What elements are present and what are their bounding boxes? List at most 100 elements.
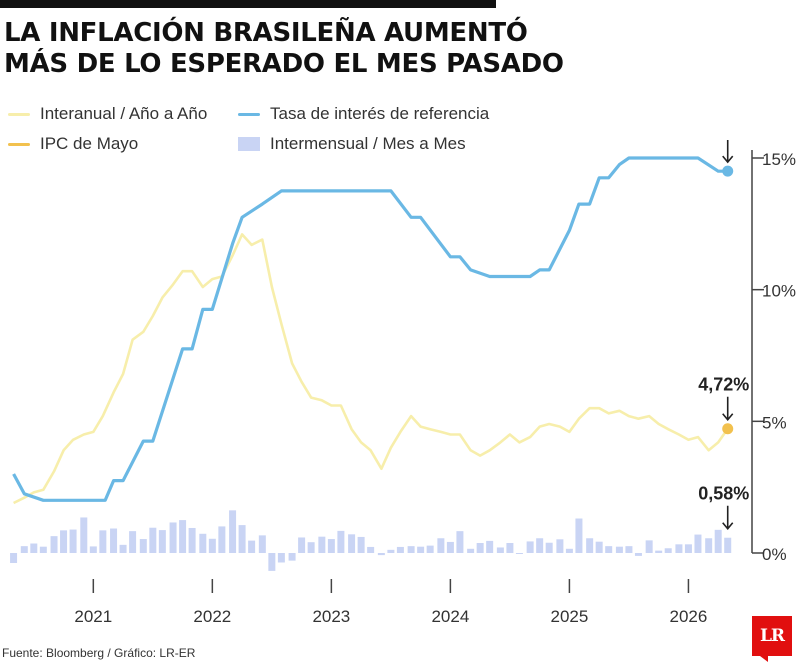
- bar-mom-34: [348, 534, 356, 553]
- bar-mom-60: [605, 546, 613, 553]
- bar-mom-72: [724, 537, 732, 553]
- bar-mom-56: [565, 548, 573, 553]
- legend-label-interanual: Interanual / Año a Año: [40, 104, 208, 123]
- bar-mom-13: [139, 539, 147, 553]
- bar-mom-4: [50, 536, 58, 553]
- chart-plot: 0%5%10%15%20212022202320242025202614,5%4…: [10, 140, 796, 626]
- bar-mom-47: [476, 542, 484, 553]
- bar-mom-50: [506, 542, 514, 553]
- bar-mom-61: [615, 546, 623, 553]
- bar-mom-49: [496, 547, 504, 553]
- marker-tasa: [722, 165, 734, 177]
- bar-mom-25: [258, 535, 266, 553]
- bar-mom-35: [357, 536, 365, 553]
- bar-mom-31: [318, 536, 326, 553]
- line-tasa: [12, 156, 728, 502]
- bar-mom-14: [149, 527, 157, 553]
- bar-mom-24: [248, 540, 256, 553]
- source-note: Fuente: Bloomberg / Gráfico: LR-ER: [2, 646, 196, 660]
- bar-mom-8: [89, 546, 97, 553]
- bar-mom-67: [675, 544, 683, 553]
- bar-mom-39: [396, 546, 404, 553]
- legend-label-intermensual: Intermensual / Mes a Mes: [270, 134, 466, 153]
- bar-mom-30: [307, 542, 315, 553]
- bar-mom-58: [586, 538, 594, 553]
- bar-mom-5: [60, 530, 68, 553]
- annotation-label-1: 4,72%: [698, 375, 749, 395]
- bar-mom-53: [536, 538, 544, 553]
- legend-swatch-ipc: [8, 142, 30, 146]
- bar-mom-63: [634, 553, 642, 556]
- bar-mom-65: [655, 550, 663, 553]
- bar-mom-15: [158, 530, 166, 553]
- legend-swatch-interanual: [8, 112, 30, 116]
- bar-mom-66: [664, 548, 672, 553]
- bar-mom-7: [80, 517, 88, 553]
- bar-mom-64: [645, 540, 653, 553]
- legend: Interanual / Año a Año Tasa de interés d…: [0, 100, 520, 160]
- annotation-label-2: 0,58%: [698, 484, 749, 504]
- title-line-1: LA INFLACIÓN BRASILEÑA AUMENTÓ: [4, 18, 528, 48]
- bar-mom-48: [486, 540, 494, 553]
- bar-mom-51: [515, 553, 523, 554]
- x-tick-label-2: 2023: [312, 607, 350, 626]
- annotation-arrow-2: [722, 505, 734, 530]
- bar-mom-37: [377, 553, 385, 556]
- legend-item-intermensual: Intermensual / Mes a Mes: [238, 134, 466, 154]
- legend-item-interanual: Interanual / Año a Año: [8, 104, 207, 124]
- y-tick-label-0: 0%: [762, 545, 787, 564]
- bar-mom-42: [426, 545, 434, 553]
- top-rule: [0, 0, 496, 8]
- title-line-2: MÁS DE LO ESPERADO EL MES PASADO: [4, 49, 564, 79]
- bar-mom-28: [288, 553, 296, 561]
- y-tick-label-3: 15%: [762, 150, 796, 169]
- y-tick-label-2: 10%: [762, 282, 796, 301]
- bar-mom-0: [10, 553, 18, 564]
- bar-mom-26: [268, 553, 276, 571]
- bar-mom-38: [387, 549, 395, 553]
- y-tick-label-1: 5%: [762, 413, 787, 432]
- x-tick-label-5: 2026: [670, 607, 708, 626]
- bar-mom-1: [20, 546, 28, 553]
- legend-item-tasa: Tasa de interés de referencia: [238, 104, 489, 124]
- bar-mom-43: [437, 538, 445, 553]
- line-interanual: [13, 233, 729, 505]
- legend-swatch-intermensual: [238, 137, 260, 151]
- bar-mom-36: [367, 546, 375, 553]
- bar-mom-22: [229, 510, 237, 553]
- x-tick-label-3: 2024: [431, 607, 469, 626]
- bar-mom-11: [119, 544, 127, 553]
- bar-mom-55: [556, 539, 564, 553]
- bar-mom-62: [625, 546, 633, 553]
- x-tick-label-0: 2021: [74, 607, 112, 626]
- bar-mom-52: [526, 541, 534, 553]
- bar-mom-20: [208, 538, 216, 553]
- bar-mom-33: [337, 530, 345, 553]
- bar-mom-21: [218, 526, 226, 553]
- lr-logo: LR: [752, 616, 792, 662]
- bar-mom-32: [327, 539, 335, 553]
- bar-mom-70: [705, 538, 713, 553]
- bar-mom-9: [99, 530, 107, 553]
- bar-mom-41: [417, 546, 425, 553]
- legend-item-ipc: IPC de Mayo: [8, 134, 138, 154]
- chart-title: LA INFLACIÓN BRASILEÑA AUMENTÓ MÁS DE LO…: [4, 18, 564, 80]
- bar-mom-71: [714, 529, 722, 553]
- legend-label-ipc: IPC de Mayo: [40, 134, 139, 153]
- bar-mom-6: [69, 529, 77, 553]
- bar-mom-54: [545, 542, 553, 553]
- bar-mom-29: [298, 537, 306, 553]
- bar-mom-46: [467, 548, 475, 553]
- x-tick-label-4: 2025: [551, 607, 589, 626]
- bar-mom-3: [39, 546, 47, 553]
- marker-ipc: [722, 423, 734, 435]
- bar-mom-16: [169, 522, 177, 553]
- bar-mom-12: [129, 531, 137, 553]
- bar-mom-10: [110, 528, 118, 553]
- legend-label-tasa: Tasa de interés de referencia: [270, 104, 490, 123]
- bar-mom-57: [575, 518, 583, 553]
- bar-mom-17: [179, 520, 187, 553]
- bar-mom-68: [684, 544, 692, 553]
- bar-mom-2: [30, 543, 38, 553]
- bar-mom-27: [277, 553, 285, 563]
